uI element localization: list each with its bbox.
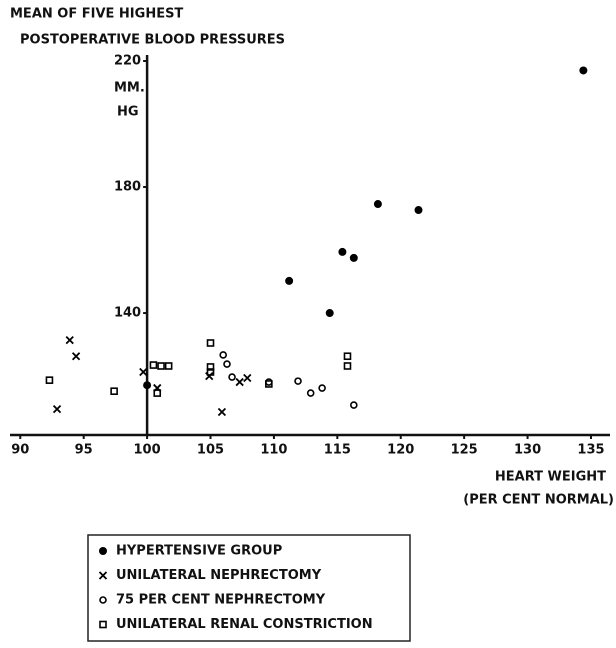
legend-box [87,534,411,642]
point [206,368,215,376]
point [149,361,158,369]
point [139,367,148,377]
chart-title: POSTOPERATIVE BLOOD PRESSURES [20,33,285,48]
x-tick-label: 135 [577,443,604,458]
point [217,407,227,417]
point [235,377,244,387]
legend-marker [99,547,107,555]
point [265,378,273,386]
legend-marker [99,620,107,629]
y-tick-label: 180 [114,180,141,195]
point [343,362,352,370]
x-axis-label: HEART WEIGHT [495,470,606,485]
legend-label: UNILATERAL NEPHRECTOMY [116,568,322,583]
point [338,247,347,256]
x-tick-label: 105 [197,443,224,458]
y-tick-label: 220 [114,53,141,68]
x-tick-label: 130 [514,443,541,458]
x-tick-label: 115 [324,443,351,458]
point [318,384,326,392]
point [294,377,302,385]
x-tick-label: 95 [75,443,93,458]
point [65,336,74,345]
x-tick-label: 100 [134,443,161,458]
point [228,373,236,381]
x-tick-label: 90 [11,443,29,458]
chart-title: MEAN OF FIVE HIGHEST [10,7,183,22]
point [349,253,358,262]
point [143,381,152,390]
point [343,352,352,361]
y-tick-label: 140 [114,306,141,321]
x-tick-label: 125 [451,443,478,458]
legend-label: UNILATERAL RENAL CONSTRICTION [116,617,373,632]
legend-marker [98,571,108,580]
point [373,200,382,209]
point [306,389,315,397]
point [350,401,358,409]
point [206,363,215,371]
y-unit: HG [117,105,139,120]
point [414,206,423,215]
y-unit: MM. [114,81,145,96]
point [243,373,252,383]
x-tick-label: 120 [387,443,414,458]
legend-label: 75 PER CENT NEPHRECTOMY [116,593,326,608]
point [153,389,162,397]
legend-label: HYPERTENSIVE GROUP [116,544,282,559]
point [285,276,294,285]
point [219,351,227,359]
point [45,376,54,384]
x-tick-label: 110 [260,443,287,458]
legend-marker [99,596,107,604]
point [206,339,215,347]
point [110,387,118,396]
point [71,352,81,361]
point [164,362,173,370]
point [157,362,165,370]
point [52,405,62,414]
point [579,66,588,75]
point [223,360,231,368]
point [325,309,334,318]
point [265,380,273,388]
x-axis-label: (PER CENT NORMAL) [463,493,614,508]
